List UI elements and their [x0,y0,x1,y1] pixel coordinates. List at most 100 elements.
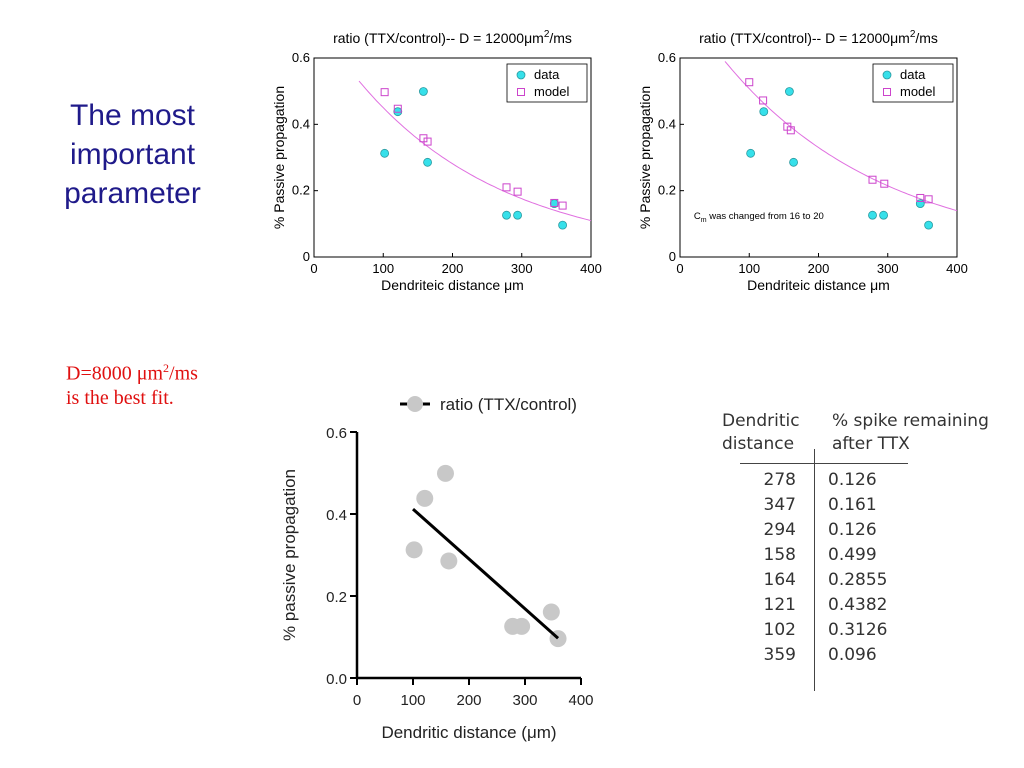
legend-model-marker [883,88,891,96]
model-point [502,183,511,192]
data-point [513,210,522,220]
data-point [542,603,560,621]
cell-spike-remaining: 0.3126 [828,620,888,640]
data-point [558,220,568,230]
data-table: Dendritic distance % spike remaining aft… [718,408,1018,698]
x-tick-label: 200 [808,261,830,276]
y-tick-label: 0.0 [326,671,347,688]
y-axis-label: % Passive propagation [637,86,653,229]
y-tick-label: 0 [303,249,310,264]
note-line2: is the best fit. [66,386,174,409]
data-point [868,210,877,220]
legend-model-label: model [900,84,936,99]
data-point [785,87,794,96]
data-point [879,210,888,220]
model-point [759,96,768,105]
table-column-rule [814,449,815,691]
cell-distance: 102 [763,620,796,640]
model-point [868,175,877,184]
x-tick-label: 0 [353,692,361,709]
legend-label: ratio (TTX/control) [440,395,577,414]
model-curve [358,80,592,222]
data-point [915,199,925,209]
x-tick-label: 300 [512,692,537,709]
table-header-distance: Dendritic distance [722,411,800,454]
x-tick-label: 100 [738,261,760,276]
cell-spike-remaining: 0.2855 [828,570,888,590]
chart-title: ratio (TTX/control)-- D = 12000μm2/ms [333,29,572,46]
x-tick-label: 300 [877,261,899,276]
chart-top-left: ratio (TTX/control)-- D = 12000μm2/ms 0 10… [271,29,602,293]
x-axis-label: Dendriteic distance μm [381,277,524,293]
y-tick-label: 0.6 [326,425,347,442]
x-tick-label: 100 [400,692,425,709]
y-tick-label: 0.2 [326,589,347,606]
x-tick-label: 100 [372,261,394,276]
chart-bottom-fit: ratio (TTX/control) 0 100 200 300 400 0.0 0.2 0.… [280,395,594,742]
plot-annotation: Cm was changed from 16 to 20 [694,211,824,224]
x-tick-label: 400 [580,261,602,276]
note-unit-exp: 2 [163,361,170,375]
x-tick-label: 0 [676,261,683,276]
y-tick-label: 0.4 [292,116,310,131]
model-point [745,78,754,87]
legend-model-label: model [534,84,570,99]
y-tick-label: 0.2 [658,183,676,198]
model-point [786,126,795,135]
legend-model-marker [517,88,525,96]
x-tick-label: 0 [310,261,317,276]
y-tick-label: 0.4 [658,116,676,131]
model-point [380,88,389,97]
model-point [558,201,567,210]
cell-spike-remaining: 0.126 [828,470,877,490]
note-prefix: D=8000 [66,362,137,385]
y-tick-label: 0.6 [658,50,676,65]
model-point [916,193,925,202]
data-point [513,617,531,635]
slide-title: The most important parameter [64,99,201,210]
legend-data-label: data [534,67,560,82]
data-point [759,107,769,117]
cell-distance: 121 [763,595,796,615]
best-fit-note: D=8000 μm2/ms is the best fit. [66,356,198,410]
model-point [393,104,402,113]
legend-data-marker [516,70,526,80]
data-point [419,87,428,96]
chart-title: ratio (TTX/control)-- D = 12000μm2/ms [699,29,938,46]
data-point [746,148,756,158]
data-point [393,107,403,117]
cell-distance: 164 [763,570,796,590]
x-tick-label: 200 [442,261,464,276]
data-point [436,464,454,482]
y-tick-label: 0 [669,249,676,264]
data-point [502,210,511,220]
legend-marker [407,396,423,412]
note-unit: μm [136,362,164,385]
data-point [924,220,934,230]
x-tick-label: 400 [568,692,593,709]
note-unit-tail: /ms [169,362,198,385]
legend-data-marker [882,70,892,80]
x-tick-label: 300 [511,261,533,276]
x-tick-label: 200 [456,692,481,709]
y-tick-label: 0.2 [292,183,310,198]
model-point [423,137,432,146]
data-point [416,489,434,507]
legend-data-label: data [900,67,926,82]
cell-distance: 359 [763,645,796,665]
y-axis-label: % passive propagation [280,469,299,641]
data-point [380,148,390,158]
table-header-rule [740,463,908,464]
data-point [789,157,798,167]
y-tick-label: 0.6 [292,50,310,65]
model-point [513,187,522,196]
model-curve [724,61,958,212]
x-tick-label: 400 [946,261,968,276]
fit-line [412,507,560,640]
cell-spike-remaining: 0.499 [828,545,877,565]
table-header-spike: % spike remaining after TTX [832,411,989,454]
cell-distance: 294 [763,520,796,540]
cell-spike-remaining: 0.096 [828,645,877,665]
cell-distance: 158 [763,545,796,565]
model-point [550,198,559,207]
